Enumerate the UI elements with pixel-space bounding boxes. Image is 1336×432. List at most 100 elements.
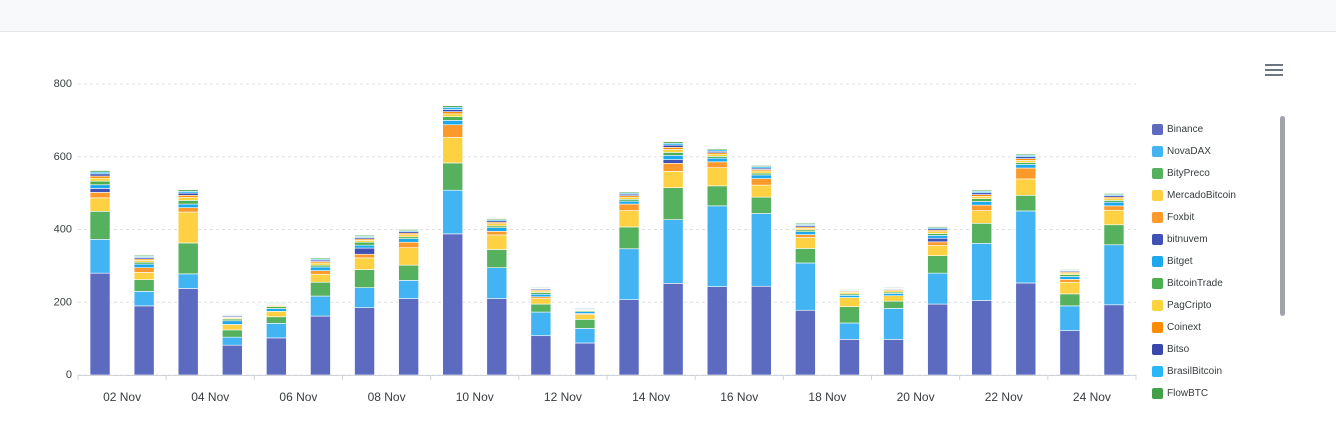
bar-segment[interactable] xyxy=(177,207,199,213)
bar-segment[interactable] xyxy=(486,267,508,299)
bar-segment[interactable] xyxy=(662,149,684,153)
bar-segment[interactable] xyxy=(927,237,948,243)
bar-stack[interactable] xyxy=(89,170,111,376)
bar-segment[interactable] xyxy=(883,287,904,289)
bar-segment[interactable] xyxy=(177,192,199,196)
bar-segment[interactable] xyxy=(927,272,948,305)
bar-segment[interactable] xyxy=(310,257,331,260)
bar-segment[interactable] xyxy=(310,281,331,297)
bar-stack[interactable] xyxy=(883,287,904,376)
bar-segment[interactable] xyxy=(310,266,331,271)
bar-segment[interactable] xyxy=(1015,178,1037,196)
bar-segment[interactable] xyxy=(530,303,552,313)
bar-segment[interactable] xyxy=(750,165,772,167)
bar-segment[interactable] xyxy=(1059,276,1081,280)
bar-segment[interactable] xyxy=(839,339,860,376)
bar-segment[interactable] xyxy=(486,223,508,227)
bar-segment[interactable] xyxy=(177,211,199,244)
bar-segment[interactable] xyxy=(266,323,287,339)
bar-segment[interactable] xyxy=(662,152,684,156)
bar-segment[interactable] xyxy=(839,295,860,298)
bar-segment[interactable] xyxy=(89,239,111,274)
bar-segment[interactable] xyxy=(574,314,596,320)
bar-stack[interactable] xyxy=(706,148,728,376)
bar-stack[interactable] xyxy=(750,165,772,376)
bar-segment[interactable] xyxy=(530,311,552,337)
bar-stack[interactable] xyxy=(398,229,419,376)
bar-segment[interactable] xyxy=(133,272,155,280)
legend-item[interactable]: FlowBTC xyxy=(1148,382,1276,404)
bar-segment[interactable] xyxy=(177,195,199,198)
bar-segment[interactable] xyxy=(133,291,155,307)
bar-segment[interactable] xyxy=(442,124,464,138)
bar-segment[interactable] xyxy=(839,322,860,340)
bar-segment[interactable] xyxy=(1015,195,1037,212)
bar-segment[interactable] xyxy=(662,187,684,220)
bar-segment[interactable] xyxy=(883,293,904,297)
bar-segment[interactable] xyxy=(177,273,199,289)
bar-segment[interactable] xyxy=(662,219,684,284)
legend-item[interactable]: Coinext xyxy=(1148,316,1276,338)
legend-item[interactable]: Foxbit xyxy=(1148,206,1276,228)
bar-segment[interactable] xyxy=(266,337,287,376)
bar-segment[interactable] xyxy=(662,171,684,188)
bar-segment[interactable] xyxy=(971,198,993,202)
bar-segment[interactable] xyxy=(1059,330,1081,376)
bar-segment[interactable] xyxy=(1103,201,1125,207)
bar-segment[interactable] xyxy=(89,177,111,182)
bar-segment[interactable] xyxy=(795,309,816,376)
bar-segment[interactable] xyxy=(354,241,375,246)
bar-segment[interactable] xyxy=(1059,279,1081,283)
bar-stack[interactable] xyxy=(221,314,243,376)
bar-segment[interactable] xyxy=(133,279,155,292)
bar-segment[interactable] xyxy=(133,263,155,268)
bar-segment[interactable] xyxy=(927,226,948,228)
bar-segment[interactable] xyxy=(442,111,464,115)
legend-item[interactable]: NovaDAX xyxy=(1148,140,1276,162)
bar-segment[interactable] xyxy=(1103,193,1125,195)
legend-item[interactable]: Bitso xyxy=(1148,338,1276,360)
bar-segment[interactable] xyxy=(354,235,375,237)
bar-segment[interactable] xyxy=(442,120,464,126)
bar-segment[interactable] xyxy=(662,283,684,376)
bar-segment[interactable] xyxy=(839,288,860,291)
bar-segment[interactable] xyxy=(133,267,155,273)
bar-segment[interactable] xyxy=(398,298,419,376)
bar-segment[interactable] xyxy=(266,308,287,312)
bar-segment[interactable] xyxy=(442,105,464,108)
bar-stack[interactable] xyxy=(1103,193,1125,376)
bar-segment[interactable] xyxy=(750,184,772,198)
bar-segment[interactable] xyxy=(883,339,904,376)
bar-segment[interactable] xyxy=(750,170,772,174)
bar-stack[interactable] xyxy=(574,307,596,376)
bar-segment[interactable] xyxy=(795,248,816,264)
bar-segment[interactable] xyxy=(1015,164,1037,169)
bar-segment[interactable] xyxy=(618,191,640,194)
bar-segment[interactable] xyxy=(706,148,728,151)
bar-segment[interactable] xyxy=(1103,304,1125,376)
bar-segment[interactable] xyxy=(354,253,375,259)
bar-segment[interactable] xyxy=(927,245,948,256)
bar-segment[interactable] xyxy=(795,234,816,238)
legend-scrollbar[interactable] xyxy=(1280,116,1285,316)
bar-segment[interactable] xyxy=(89,180,111,186)
bar-segment[interactable] xyxy=(442,113,464,118)
bar-segment[interactable] xyxy=(971,300,993,376)
bar-segment[interactable] xyxy=(706,185,728,207)
bar-segment[interactable] xyxy=(706,153,728,157)
bar-segment[interactable] xyxy=(1059,293,1081,307)
bar-segment[interactable] xyxy=(266,316,287,324)
bar-segment[interactable] xyxy=(971,201,993,206)
legend-item[interactable]: PagCripto xyxy=(1148,294,1276,316)
bar-segment[interactable] xyxy=(1103,209,1125,226)
bars[interactable] xyxy=(89,105,1125,376)
bar-segment[interactable] xyxy=(750,174,772,179)
bar-segment[interactable] xyxy=(618,299,640,376)
bar-segment[interactable] xyxy=(89,211,111,240)
bar-segment[interactable] xyxy=(486,218,508,220)
bar-segment[interactable] xyxy=(442,162,464,191)
bar-segment[interactable] xyxy=(310,295,331,317)
bar-segment[interactable] xyxy=(706,205,728,287)
bar-segment[interactable] xyxy=(177,200,199,205)
legend-item[interactable]: MercadoBitcoin xyxy=(1148,184,1276,206)
